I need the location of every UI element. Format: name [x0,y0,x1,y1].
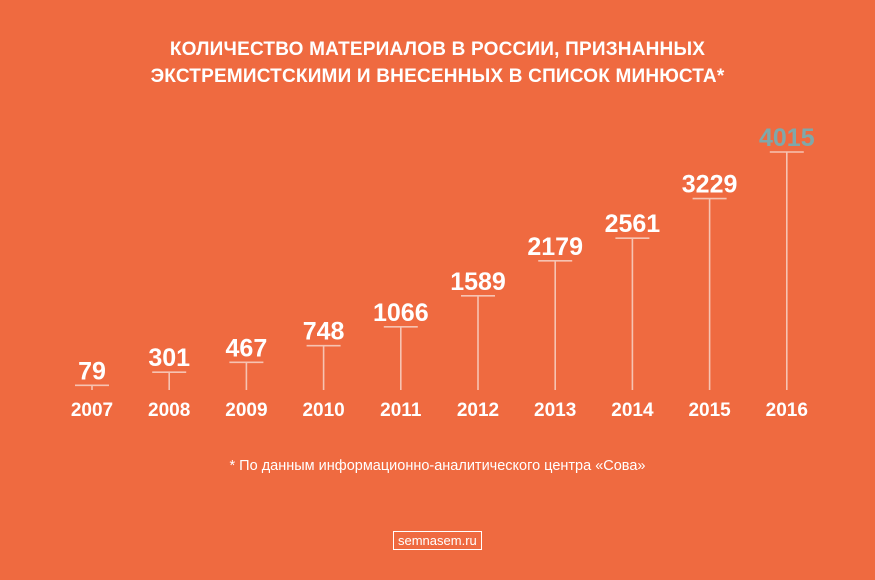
chart-title-line-1: КОЛИЧЕСТВО МАТЕРИАЛОВ В РОССИИ, ПРИЗНАНН… [169,39,706,60]
brand-logo[interactable]: semnasem.ru [393,531,482,550]
data-label-2015: 3229 [682,171,738,199]
x-tick-label-2013: 2013 [534,400,576,421]
data-label-2007: 79 [78,357,106,385]
x-tick-label-2011: 2011 [380,400,422,421]
x-tick-label-2010: 2010 [302,400,344,421]
source-footnote: * По данным информационно-аналитического… [229,458,646,474]
x-tick-label-2007: 2007 [71,400,113,421]
x-tick-label-2015: 2015 [688,400,731,421]
data-label-2014: 2561 [605,210,661,238]
data-label-2010: 748 [303,318,345,346]
x-tick-label-2016: 2016 [766,400,808,421]
data-label-2016: 4015 [759,124,815,152]
chart-title-line-2: ЭКСТРЕМИСТСКИМИ И ВНЕСЕННЫХ В СПИСОК МИН… [150,66,725,87]
data-label-2013: 2179 [527,233,583,261]
data-label-2008: 301 [148,344,190,372]
data-label-2011: 1066 [373,299,429,327]
x-tick-label-2008: 2008 [148,400,190,421]
x-tick-label-2014: 2014 [611,400,654,421]
x-tick-label-2009: 2009 [225,400,267,421]
data-label-2012: 1589 [450,268,506,296]
data-label-2009: 467 [226,334,268,362]
x-tick-label-2012: 2012 [457,400,499,421]
chart-title: КОЛИЧЕСТВО МАТЕРИАЛОВ В РОССИИ, ПРИЗНАНН… [0,36,875,90]
